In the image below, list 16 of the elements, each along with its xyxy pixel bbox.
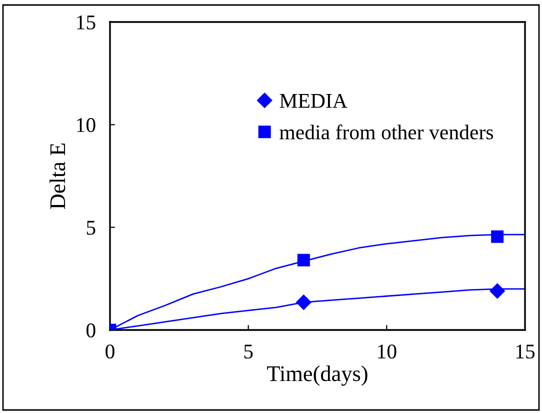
legend-label: media from other venders — [280, 124, 494, 140]
x-tick-label: 5 — [244, 344, 253, 359]
y-tick-label: 5 — [86, 220, 96, 235]
point — [490, 283, 505, 299]
point — [491, 230, 504, 243]
y-tick-label: 0 — [86, 323, 96, 338]
legend-label: MEDIA — [280, 94, 348, 108]
x-tick-label: 10 — [378, 344, 396, 359]
x-tick-label: 15 — [516, 344, 535, 359]
x-axis-title: Time(days) — [267, 366, 368, 386]
y-tick-label: 10 — [77, 118, 96, 132]
y-tick-label: 15 — [77, 15, 96, 30]
y-axis-title: Delta E — [50, 143, 66, 209]
point — [297, 254, 310, 266]
point — [296, 294, 312, 310]
x-tick-label: 0 — [106, 344, 114, 359]
